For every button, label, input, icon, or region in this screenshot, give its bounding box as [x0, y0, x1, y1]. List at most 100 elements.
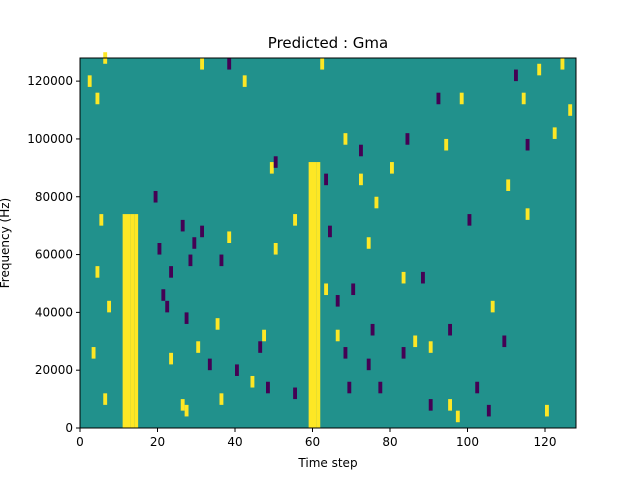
heatmap-cell-high	[413, 335, 418, 348]
heatmap-cell-low	[502, 335, 507, 348]
heatmap-cell-low	[207, 358, 212, 371]
heatmap-cell-low	[235, 364, 239, 376]
heatmap-cell-high	[537, 63, 542, 76]
heatmap-cell-high	[242, 75, 247, 87]
heatmap-cell-low	[347, 381, 352, 394]
heatmap-cell-high	[374, 196, 379, 209]
heatmap-cell-low	[359, 144, 363, 157]
heatmap-cell-high	[219, 393, 224, 405]
heatmap-cell-low	[180, 219, 185, 232]
x-tick-label: 120	[534, 435, 557, 449]
heatmap-cell-low	[405, 133, 410, 145]
heatmap-cell-high	[444, 138, 449, 151]
heatmap-cell-low	[157, 243, 162, 255]
heatmap-cell-low	[227, 58, 232, 70]
heatmap-cell-high	[196, 341, 201, 353]
x-tick-label: 20	[150, 435, 165, 449]
x-tick-label: 0	[76, 435, 84, 449]
heatmap-cell-low	[475, 381, 480, 394]
heatmap-cell-high	[490, 300, 495, 313]
y-tick-label: 80000	[35, 190, 73, 204]
heatmap-cell-low	[351, 283, 356, 296]
heatmap-band-cell	[126, 214, 131, 428]
heatmap-cell-high	[227, 231, 232, 243]
y-tick-label: 100000	[27, 132, 73, 146]
heatmap-band-cell	[122, 214, 127, 428]
heatmap-cell-low	[486, 404, 491, 417]
heatmap-cell-high	[87, 75, 92, 87]
x-tick-label: 100	[456, 435, 479, 449]
heatmap-cell-low	[153, 190, 158, 203]
heatmap-cell-high	[180, 399, 185, 411]
plot-area	[79, 52, 577, 429]
heatmap-cell-low	[421, 271, 425, 284]
heatmap-cell-low	[448, 323, 453, 336]
x-axis-label: Time step	[297, 456, 357, 470]
heatmap-cell-high	[107, 300, 112, 313]
heatmap-cell-high	[335, 329, 340, 342]
heatmap-cell-low	[428, 399, 433, 411]
heatmap-cell-low	[378, 381, 383, 394]
heatmap-cell-low	[188, 254, 193, 267]
heatmap-cell-high	[448, 399, 453, 411]
heatmap-cell-high	[95, 266, 100, 278]
heatmap-cell-high	[506, 179, 511, 191]
heatmap-cell-high	[568, 104, 573, 116]
heatmap-cell-high	[250, 375, 255, 388]
x-tick-label: 60	[305, 435, 320, 449]
heatmap-band-cell	[316, 162, 321, 428]
heatmap-cell-high	[215, 318, 220, 330]
y-axis-ticks: 0 20000 40000 60000 80000 100000 120000	[27, 74, 80, 435]
heatmap-cell-high	[200, 58, 205, 70]
heatmap-cell-high	[455, 410, 460, 423]
heatmap-band-cell	[134, 214, 139, 428]
heatmap-cell-high	[269, 162, 274, 174]
x-tick-label: 80	[382, 435, 397, 449]
y-tick-label: 20000	[35, 363, 73, 377]
heatmap-cell-low	[184, 312, 189, 324]
heatmap-cell-high	[169, 352, 174, 365]
heatmap-cell-high	[552, 127, 557, 139]
plot-frame	[79, 57, 577, 429]
heatmap-cell-low	[467, 214, 472, 226]
heatmap-background	[80, 58, 576, 428]
heatmap-cell-high	[273, 243, 278, 255]
y-tick-label: 0	[65, 421, 73, 435]
heatmap-cell-high	[428, 341, 433, 353]
heatmap-cell-high	[320, 58, 325, 70]
heatmap-cell-high	[459, 92, 464, 105]
y-axis-label: Frequency (Hz)	[0, 198, 12, 289]
heatmap-cell-high	[560, 58, 565, 70]
heatmap-band-cell	[312, 162, 317, 428]
heatmap-cell-low	[436, 92, 441, 105]
y-tick-label: 60000	[35, 248, 73, 262]
heatmap-cell-low	[525, 138, 530, 151]
heatmap-cell-high	[99, 214, 104, 226]
heatmap-band-cell	[130, 214, 135, 428]
heatmap-cell-high	[525, 208, 530, 220]
heatmap-cell-high	[366, 237, 371, 249]
chart-title: Predicted : Gma	[268, 34, 388, 52]
heatmap-cell-high	[95, 92, 100, 105]
y-tick-label: 40000	[35, 305, 73, 319]
heatmap-cell-high	[324, 283, 329, 296]
y-tick-label: 120000	[27, 74, 73, 88]
heatmap-cell-low	[366, 358, 371, 371]
heatmap-cell-high	[91, 347, 96, 359]
heatmap-cell-low	[192, 237, 197, 249]
heatmap-cell-low	[514, 69, 518, 82]
heatmap-cell-low	[401, 347, 406, 359]
x-axis-ticks: 0 20 40 60 80 100 120	[76, 428, 556, 449]
heatmap-cell-low	[258, 341, 263, 353]
heatmap-cell-high	[103, 393, 108, 405]
heatmap-cells	[87, 52, 573, 428]
heatmap-cell-low	[273, 156, 278, 168]
heatmap-cell-high	[545, 404, 549, 417]
heatmap-cell-high	[359, 173, 363, 186]
heatmap-cell-low	[219, 254, 224, 267]
heatmap-cell-high	[262, 329, 267, 342]
heatmap-cell-low	[169, 266, 174, 278]
heatmap-cell-low	[328, 225, 332, 238]
heatmap-cell-high	[521, 92, 526, 105]
